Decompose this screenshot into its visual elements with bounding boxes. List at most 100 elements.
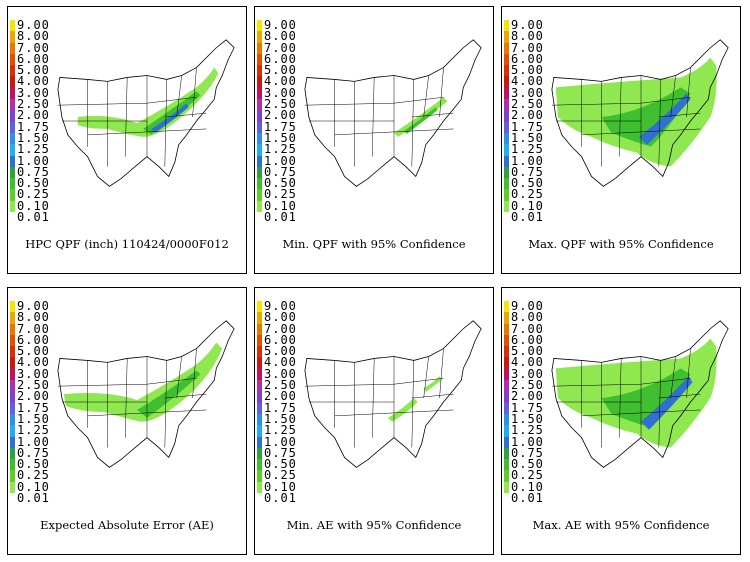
legend-entry: 0.50	[257, 177, 307, 190]
legend-value: 1.25	[511, 142, 544, 157]
state-border	[439, 348, 444, 399]
legend-entry: 2.00	[257, 390, 307, 403]
legend-entry: 1.25	[10, 423, 60, 438]
precip-area	[77, 67, 219, 137]
state-border	[87, 409, 207, 417]
legend-swatch	[257, 301, 262, 313]
legend-entry: 7.00	[257, 321, 307, 336]
legend-entry: 2.50	[10, 98, 60, 111]
legend-entry: 8.00	[257, 311, 307, 324]
legend-entry: 0.50	[257, 457, 307, 472]
us-map	[304, 320, 482, 468]
legend-value: 1.50	[17, 130, 50, 145]
color-legend: 9.00 8.00 7.00 6.00 5.00 4.00 3.00 2.50 2.00 1.75…	[257, 300, 307, 505]
legend-swatch	[504, 65, 509, 77]
precip-area	[601, 87, 691, 147]
legend-swatch	[10, 368, 15, 381]
legend-entry: 0.10	[257, 198, 307, 213]
legend-value: 0.10	[264, 479, 297, 494]
precip-area	[150, 103, 189, 133]
state-border	[423, 356, 429, 399]
panel-caption: Max. QPF with 95% Confidence	[528, 237, 714, 251]
legend-value: 5.00	[264, 63, 297, 78]
legend-swatch	[504, 76, 509, 88]
legend-entry: 3.00	[10, 86, 60, 99]
state-border	[640, 378, 691, 385]
legend-value: 9.00	[511, 18, 544, 32]
legend-value: 1.25	[17, 423, 50, 438]
legend-value: 2.00	[264, 108, 297, 123]
legend-swatch	[257, 436, 262, 448]
legend-swatch	[10, 189, 15, 201]
legend-value: 9.00	[17, 18, 50, 32]
legend-swatch	[504, 144, 509, 156]
legend-swatch	[504, 121, 509, 133]
legend-value: 1.50	[511, 130, 544, 145]
legend-entry: 2.00	[10, 390, 60, 403]
legend-entry: 1.25	[504, 423, 554, 438]
us-outline	[304, 320, 482, 468]
us-outline	[551, 320, 729, 468]
legend-value: 0.50	[511, 457, 544, 472]
legend-entry: 2.00	[504, 109, 554, 122]
legend-swatch	[504, 42, 509, 54]
legend-entry: 4.00	[504, 75, 554, 88]
legend-value: 2.50	[264, 378, 297, 393]
state-border	[57, 383, 148, 387]
legend-value: 2.50	[511, 97, 544, 112]
state-border	[124, 358, 128, 438]
legend-entry: 4.00	[257, 356, 307, 369]
legend-swatch	[10, 301, 15, 313]
precip-area	[394, 97, 448, 137]
legend-value: 4.00	[17, 355, 50, 370]
legend-value: 1.00	[264, 153, 297, 168]
precip-area	[137, 370, 201, 418]
legend-swatch	[257, 402, 262, 414]
legend-entry: 0.10	[504, 480, 554, 493]
legend-swatch	[504, 470, 509, 482]
precip-area	[423, 376, 442, 393]
legend-value: 7.00	[264, 40, 297, 55]
panel-caption: Min. AE with 95% Confidence	[286, 518, 462, 532]
color-legend: 9.00 8.00 7.00 6.00 5.00 4.00 3.00 2.50 2.00 1.75…	[10, 18, 60, 224]
legend-value: 0.50	[264, 457, 297, 472]
legend-entry: 0.50	[504, 177, 554, 190]
legend-swatch	[257, 200, 262, 213]
legend-value: 0.75	[17, 445, 50, 460]
state-border	[551, 102, 642, 106]
state-border	[164, 393, 207, 399]
legend-value: 1.25	[264, 423, 297, 438]
legend-entry: 1.00	[504, 154, 554, 167]
legend-entry: 8.00	[10, 30, 60, 43]
legend-entry: 4.00	[257, 75, 307, 88]
legend-entry: 2.50	[504, 97, 554, 112]
state-border	[371, 77, 375, 157]
legend-swatch	[257, 493, 262, 505]
legend-swatch	[504, 334, 509, 347]
legend-value: 0.10	[264, 198, 297, 213]
legend-value: 1.25	[511, 423, 544, 438]
legend-entry: 9.00	[10, 18, 60, 32]
legend-value: 7.00	[264, 321, 297, 336]
state-border	[640, 97, 691, 104]
legend-value: 8.00	[17, 310, 50, 325]
legend-swatch	[257, 368, 262, 381]
state-border	[393, 97, 444, 104]
legend-swatch	[257, 425, 262, 437]
legend-entry: 9.00	[257, 19, 307, 32]
legend-swatch	[10, 312, 15, 324]
legend-entry: 6.00	[504, 333, 554, 347]
legend-swatch	[504, 391, 509, 403]
legend-entry: 4.00	[10, 74, 60, 89]
legend-swatch	[257, 65, 262, 77]
legend-value: 4.00	[17, 74, 50, 89]
legend-entry: 0.10	[10, 199, 60, 212]
legend-swatch	[504, 301, 509, 313]
legend-value: 7.00	[17, 321, 50, 336]
map-panel-min-ae: 9.00 8.00 7.00 6.00 5.00 4.00 3.00 2.50 2.00 1.75…	[254, 287, 494, 555]
legend-entry: 0.01	[257, 492, 307, 505]
us-map	[57, 39, 235, 187]
legend-entry: 6.00	[10, 333, 60, 346]
legend-entry: 9.00	[504, 300, 554, 313]
legend-value: 0.75	[511, 445, 544, 460]
